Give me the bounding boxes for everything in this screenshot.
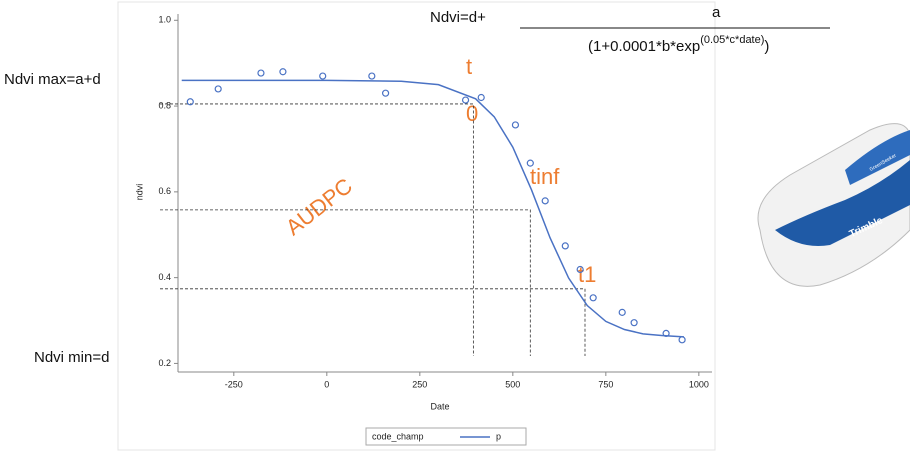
- max-label: Ndvi max=a+d: [4, 71, 101, 88]
- legend: [365, 427, 527, 446]
- tinf-label: tinf: [530, 164, 560, 189]
- point: [630, 319, 638, 327]
- formula-left: Ndvi=d+: [430, 9, 486, 26]
- x-tick-label: -250: [225, 379, 243, 389]
- point: [589, 294, 597, 302]
- point: [279, 68, 287, 76]
- y-tick-label: 1.0: [158, 15, 171, 25]
- t0-subscript: 0: [466, 101, 478, 126]
- chart-frame: [117, 1, 716, 451]
- point: [319, 72, 327, 80]
- formula-denominator: (1+0.0001*b*exp(0.05*c*date)): [588, 34, 769, 55]
- y-tick-label: 0.6: [158, 186, 171, 196]
- point: [561, 242, 569, 250]
- point: [186, 98, 194, 106]
- x-tick-label: 500: [505, 379, 520, 389]
- min-label: Ndvi min=d: [34, 349, 109, 366]
- x-tick-label: 750: [598, 379, 613, 389]
- x-tick-label: 250: [412, 379, 427, 389]
- point: [511, 121, 520, 129]
- formula-base: (1+0.0001*b*exp: [588, 38, 700, 55]
- formula-numerator: a: [712, 4, 721, 21]
- y-axis-label: ndvi: [134, 184, 144, 201]
- guide-line: [160, 209, 531, 356]
- point: [541, 197, 549, 205]
- x-tick-label: 1000: [689, 379, 709, 389]
- t1-label: t1: [578, 262, 596, 287]
- fit-line: [181, 79, 685, 338]
- formula-exponent: (0.05*c*date): [700, 34, 764, 46]
- point: [576, 265, 584, 274]
- x-axis-label: Date: [430, 401, 449, 411]
- audpc-label: AUDPC: [281, 173, 357, 240]
- point: [368, 72, 376, 80]
- point: [461, 96, 470, 104]
- t0-label: t: [466, 54, 472, 79]
- legend-label: code_champ: [372, 431, 424, 441]
- x-tick-label: 0: [324, 379, 329, 389]
- device-top: [845, 130, 910, 185]
- guide-line: [160, 103, 474, 356]
- point: [526, 159, 534, 167]
- point: [381, 89, 390, 97]
- point: [678, 336, 686, 344]
- point: [214, 85, 222, 93]
- formula-close: ): [764, 38, 769, 55]
- guide-line: [160, 288, 586, 356]
- device-band: [775, 160, 910, 246]
- y-tick-label: 0.8: [158, 100, 171, 110]
- legend-label: p: [496, 431, 501, 441]
- y-tick-label: 0.4: [158, 272, 171, 282]
- y-tick-label: 0.2: [158, 358, 171, 368]
- device: Trimble GreenSeeker: [757, 123, 910, 287]
- point: [257, 69, 265, 77]
- point: [618, 308, 626, 316]
- point: [477, 93, 485, 102]
